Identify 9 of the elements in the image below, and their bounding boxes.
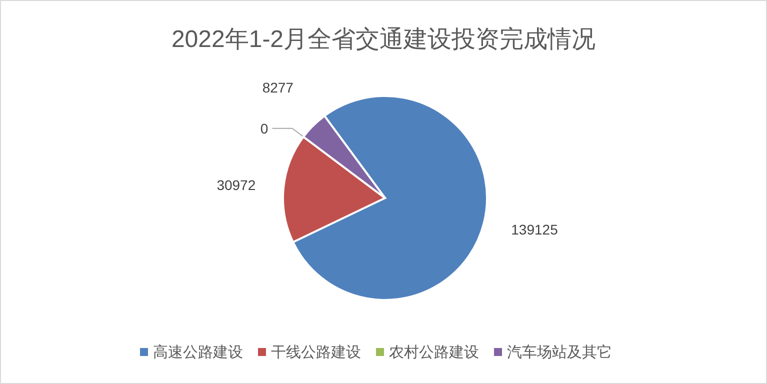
legend-label: 高速公路建设 [153,344,243,361]
legend-label: 汽车场站及其它 [507,344,612,361]
chart-title: 2022年1-2月全省交通建设投资完成情况 [171,26,596,53]
data-label: 8277 [262,80,294,96]
data-label: 30972 [216,177,256,194]
legend-label: 农村公路建设 [389,344,479,361]
text: 0 [260,120,268,136]
data-label: 139125 [511,221,558,238]
legend-label: 干线公路建设 [271,344,361,361]
